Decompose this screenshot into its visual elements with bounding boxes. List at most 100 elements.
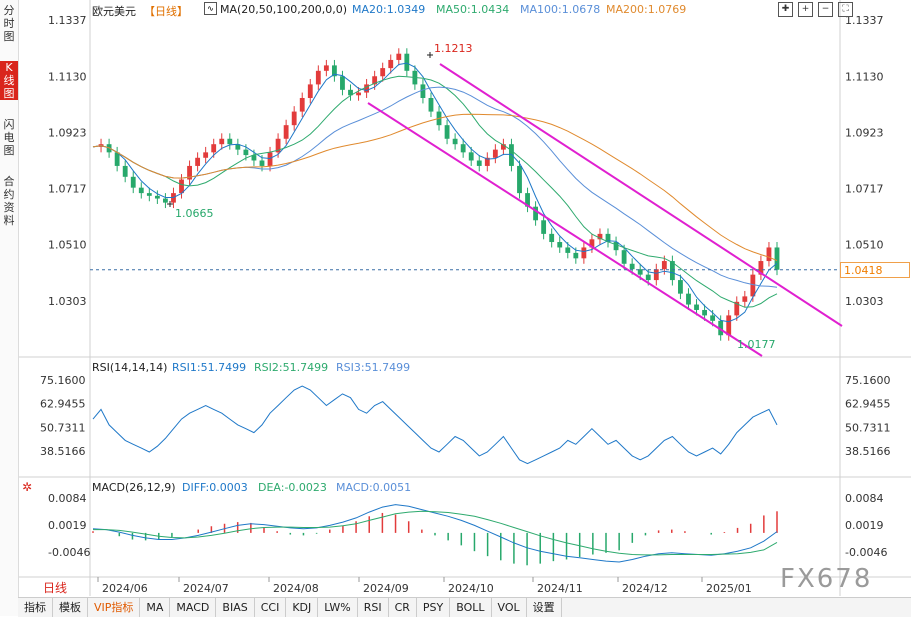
candle-body — [396, 53, 402, 60]
rsi-tick-left-1: 62.9455 — [40, 398, 86, 411]
rsi-tick-right-0: 75.1600 — [845, 374, 891, 387]
indicator-tab-14[interactable]: 设置 — [527, 598, 562, 617]
candle-body — [138, 187, 144, 194]
macd-tick-left-0: 0.0084 — [48, 492, 87, 505]
indicator-tab-11[interactable]: PSY — [417, 598, 451, 617]
indicator-tab-4[interactable]: MACD — [170, 598, 217, 617]
ma20-value: MA20:1.0349 — [352, 3, 426, 16]
candle-body — [645, 274, 651, 281]
candle-body — [702, 309, 707, 316]
candle-body — [621, 250, 627, 264]
candle-body — [653, 269, 659, 281]
indicator-tab-9[interactable]: RSI — [358, 598, 389, 617]
price-tick-right-0: 1.1337 — [845, 14, 884, 27]
macd-diff-value: DIFF:0.0003 — [182, 481, 248, 494]
candle-body — [235, 144, 241, 150]
candle-body — [589, 239, 595, 248]
indicator-tab-12[interactable]: BOLL — [450, 598, 492, 617]
candle-body — [219, 138, 225, 145]
left-tab-2[interactable]: 闪电图 — [3, 118, 15, 157]
macd-tick-left-2: -0.0046 — [48, 546, 90, 559]
price-tick-left-2: 1.0923 — [48, 127, 87, 140]
candle-body — [774, 247, 780, 270]
price-tick-right-1: 1.1130 — [845, 70, 884, 83]
candle-body — [420, 84, 426, 98]
candle-body — [227, 138, 233, 145]
indicator-tab-0[interactable]: 指标 — [18, 598, 53, 617]
macd-dea-value: DEA:-0.0023 — [258, 481, 327, 494]
high-marker-icon — [427, 52, 433, 58]
candle-body — [669, 261, 675, 281]
candle-body — [549, 233, 555, 243]
price-tick-left-0: 1.1337 — [48, 14, 87, 27]
indicator-tab-bar: 指标 模板 VIP指标 MA MACD BIAS CCI KDJ LW% RSI CR PSY BOLL… — [18, 597, 911, 617]
settings-gear-icon[interactable]: ✲ — [22, 480, 33, 494]
annotation-low-jan: 1.0177 — [737, 338, 776, 351]
candle-body — [460, 144, 466, 153]
candle-body — [533, 206, 539, 221]
indicator-tab-1[interactable]: 模板 — [53, 598, 88, 617]
candle-body — [203, 152, 209, 158]
candle-body — [243, 149, 249, 156]
candle-body — [557, 242, 563, 248]
indicator-tab-2[interactable]: VIP指标 — [88, 598, 141, 617]
macd-tick-right-0: 0.0084 — [845, 492, 884, 505]
candle-body — [259, 160, 265, 166]
indicator-tab-13[interactable]: VOL — [492, 598, 527, 617]
zoom-in-icon[interactable]: + — [798, 2, 813, 17]
zoom-out-icon[interactable]: − — [818, 2, 833, 17]
candle-body — [541, 220, 547, 234]
rsi1-value: RSI1:51.7499 — [172, 361, 247, 374]
macd-label: MACD(26,12,9) — [92, 481, 176, 494]
indicator-tab-8[interactable]: LW% — [318, 598, 358, 617]
x-label-1: 2024/07 — [183, 582, 229, 595]
indicator-tab-10[interactable]: CR — [389, 598, 417, 617]
candle-body — [380, 68, 386, 77]
left-tab-3[interactable]: 合约资料 — [3, 175, 15, 227]
x-label-7: 2025/01 — [706, 582, 752, 595]
candle-body — [348, 89, 353, 96]
candle-body — [340, 76, 345, 90]
indicator-tab-6[interactable]: CCI — [255, 598, 287, 617]
rsi2-value: RSI2:51.7499 — [254, 361, 329, 374]
price-tick-left-1: 1.1130 — [48, 70, 87, 83]
channel-lower-line — [367, 102, 763, 357]
candle-body — [283, 125, 289, 139]
ma20-line — [92, 62, 778, 323]
period-tab-daily[interactable]: 日线 — [42, 581, 67, 595]
candle-body — [195, 157, 201, 166]
candle-body — [581, 247, 587, 259]
candle-body — [452, 138, 458, 145]
candle-body — [267, 152, 273, 166]
ma50-value: MA50:1.0434 — [436, 3, 510, 16]
candle-body — [661, 261, 667, 270]
price-tick-right-5: 1.0303 — [845, 295, 884, 308]
chart-type-icon[interactable]: ∿ — [204, 2, 217, 15]
candle-body — [404, 53, 410, 71]
rsi3-value: RSI3:51.7499 — [336, 361, 411, 374]
candle-body — [307, 84, 313, 98]
candle-body — [726, 315, 732, 336]
indicator-tab-7[interactable]: KDJ — [286, 598, 319, 617]
rsi-tick-right-1: 62.9455 — [845, 398, 891, 411]
fullscreen-icon[interactable]: ⛶ — [838, 2, 853, 17]
indicator-tab-5[interactable]: BIAS — [216, 598, 255, 617]
candle-body — [211, 144, 217, 153]
rsi-tick-left-0: 75.1600 — [40, 374, 86, 387]
candle-body — [251, 155, 257, 161]
ma100-line — [92, 86, 778, 288]
left-tab-0[interactable]: 分时图 — [3, 4, 15, 43]
candle-body — [565, 247, 571, 253]
indicator-tab-3[interactable]: MA — [140, 598, 171, 617]
candle-body — [766, 247, 772, 262]
period-label[interactable]: 【日线】 — [144, 5, 188, 18]
candle-body — [187, 165, 192, 180]
rsi-line — [92, 385, 778, 465]
price-tick-left-4: 1.0510 — [48, 239, 87, 252]
candle-body — [484, 157, 490, 166]
crosshair-icon[interactable]: ✚ — [778, 2, 793, 17]
macd-tick-right-2: -0.0046 — [845, 546, 887, 559]
